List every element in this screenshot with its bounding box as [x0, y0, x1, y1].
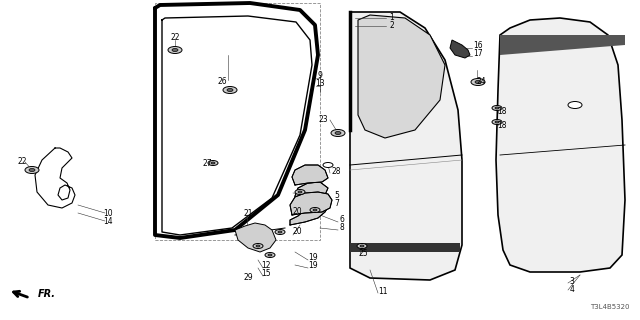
Circle shape — [495, 107, 499, 109]
Circle shape — [256, 245, 260, 247]
Polygon shape — [235, 223, 276, 252]
Polygon shape — [290, 192, 332, 215]
Circle shape — [25, 166, 39, 173]
Circle shape — [29, 169, 35, 172]
Circle shape — [313, 209, 317, 211]
Text: 18: 18 — [497, 121, 507, 130]
Circle shape — [168, 46, 182, 53]
Text: 17: 17 — [473, 50, 483, 59]
Text: 7: 7 — [335, 198, 339, 207]
Circle shape — [492, 106, 502, 110]
Text: 27: 27 — [202, 158, 212, 167]
Text: 29: 29 — [243, 274, 253, 283]
Text: 22: 22 — [17, 157, 27, 166]
Polygon shape — [496, 18, 625, 272]
Circle shape — [360, 245, 364, 247]
Text: 11: 11 — [378, 286, 388, 295]
Circle shape — [208, 161, 218, 165]
Text: 20: 20 — [292, 207, 302, 217]
Text: 14: 14 — [103, 217, 113, 226]
Polygon shape — [295, 182, 328, 205]
Circle shape — [275, 229, 285, 235]
Circle shape — [568, 101, 582, 108]
Circle shape — [471, 78, 485, 85]
Text: 23: 23 — [318, 116, 328, 124]
Text: FR.: FR. — [38, 289, 56, 299]
Text: 19: 19 — [308, 253, 318, 262]
Circle shape — [495, 121, 499, 123]
Circle shape — [227, 89, 233, 92]
Text: 28: 28 — [332, 167, 340, 177]
Text: 6: 6 — [340, 215, 344, 225]
Text: 12: 12 — [261, 261, 271, 270]
Polygon shape — [350, 12, 462, 280]
Circle shape — [295, 189, 305, 195]
Polygon shape — [500, 35, 625, 55]
Circle shape — [357, 244, 367, 249]
Text: 10: 10 — [103, 209, 113, 218]
Text: 9: 9 — [317, 70, 323, 79]
Circle shape — [253, 244, 263, 249]
Text: T3L4B5320: T3L4B5320 — [591, 304, 630, 310]
Circle shape — [268, 254, 272, 256]
Circle shape — [492, 119, 502, 124]
Text: 2: 2 — [390, 21, 394, 30]
Text: 18: 18 — [497, 107, 507, 116]
Circle shape — [265, 252, 275, 258]
Circle shape — [335, 132, 341, 134]
Polygon shape — [358, 15, 445, 138]
Bar — [155, 3, 320, 240]
Circle shape — [223, 86, 237, 93]
Text: 16: 16 — [473, 42, 483, 51]
Polygon shape — [290, 203, 328, 225]
Text: 21: 21 — [243, 209, 253, 218]
Polygon shape — [292, 165, 328, 185]
Circle shape — [278, 231, 282, 233]
Text: 1: 1 — [390, 13, 394, 22]
Circle shape — [172, 49, 178, 52]
Text: 13: 13 — [315, 78, 325, 87]
Text: 8: 8 — [340, 223, 344, 233]
Text: 25: 25 — [358, 249, 368, 258]
Text: 20: 20 — [292, 228, 302, 236]
Text: 26: 26 — [217, 77, 227, 86]
Text: 15: 15 — [261, 269, 271, 278]
Polygon shape — [450, 40, 470, 58]
Circle shape — [211, 162, 215, 164]
Text: 22: 22 — [170, 34, 180, 43]
Text: 24: 24 — [476, 77, 486, 86]
Circle shape — [298, 191, 302, 193]
Circle shape — [331, 130, 345, 137]
Text: 3: 3 — [570, 276, 575, 285]
Bar — [350, 243, 460, 252]
Circle shape — [310, 207, 320, 212]
Text: 4: 4 — [570, 284, 575, 293]
Text: 19: 19 — [308, 261, 318, 270]
Text: 5: 5 — [335, 190, 339, 199]
Circle shape — [475, 81, 481, 84]
Circle shape — [323, 163, 333, 167]
